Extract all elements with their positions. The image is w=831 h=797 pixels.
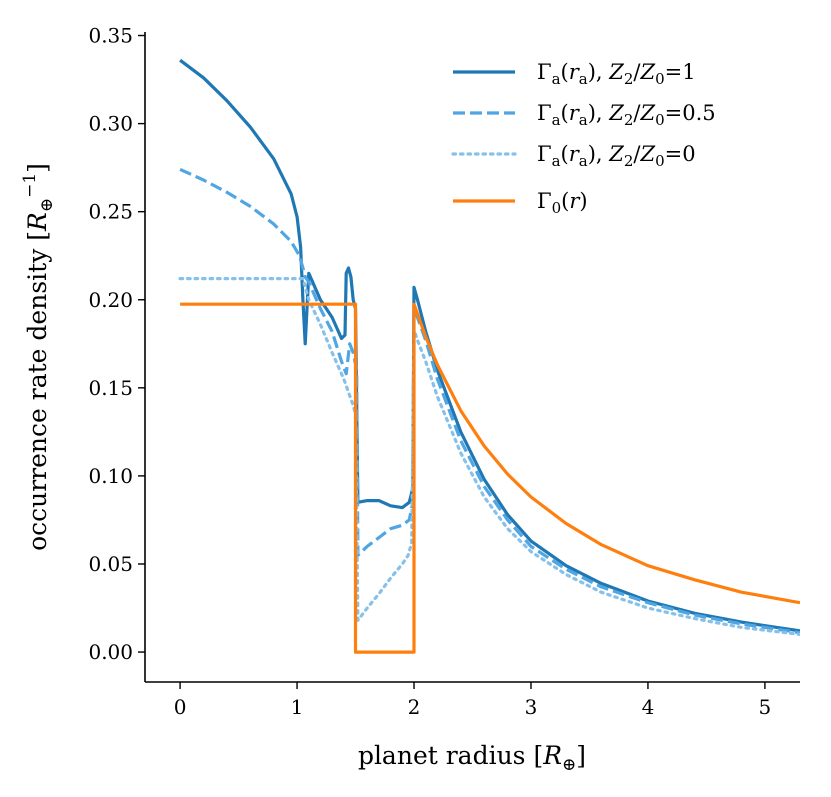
x-tick-label: 5 bbox=[759, 695, 772, 719]
legend-item: Γa(ra), Z2/Z0=0.5 bbox=[453, 101, 716, 129]
series-line-3 bbox=[178, 277, 800, 636]
legend-label: Γa(ra), Z2/Z0=0.5 bbox=[537, 101, 716, 129]
y-tick-label: 0.30 bbox=[88, 112, 133, 136]
x-tick-label: 3 bbox=[525, 695, 538, 719]
x-tick-label: 0 bbox=[174, 695, 187, 719]
series-layer bbox=[178, 58, 800, 654]
series-line-1 bbox=[179, 58, 800, 633]
series-line-2 bbox=[179, 167, 800, 635]
y-tick-label: 0.20 bbox=[88, 288, 133, 312]
ticks-layer: 0 1 2 3 4 5 0.00 0.05 0.10 0.15 0.20 0.25 0.30 0.35 bbox=[88, 24, 771, 719]
legend: Γa(ra), Z2/Z0=1 Γa(ra), Z2/Z0=0.5 Γa(ra)… bbox=[451, 60, 716, 217]
y-tick-label: 0.25 bbox=[88, 200, 133, 224]
x-tick-label: 1 bbox=[291, 695, 304, 719]
x-tick-label: 4 bbox=[642, 695, 655, 719]
y-tick-label: 0.10 bbox=[88, 464, 133, 488]
x-axis-label: planet radius [R⊕] bbox=[358, 741, 586, 775]
y-tick-label: 0.15 bbox=[88, 376, 133, 400]
legend-label: Γ0(r) bbox=[537, 189, 588, 217]
x-tick-label: 2 bbox=[408, 695, 421, 719]
legend-label: Γa(ra), Z2/Z0=1 bbox=[537, 60, 696, 88]
y-tick-label: 0.35 bbox=[88, 24, 133, 48]
legend-item: Γa(ra), Z2/Z0=1 bbox=[453, 60, 696, 88]
axes-layer bbox=[144, 32, 800, 683]
legend-item: Γa(ra), Z2/Z0=0 bbox=[451, 142, 696, 170]
legend-item: Γ0(r) bbox=[453, 189, 588, 217]
y-tick-label: 0.00 bbox=[88, 640, 133, 664]
legend-label: Γa(ra), Z2/Z0=0 bbox=[537, 142, 696, 170]
y-axis-label: occurrence rate density [R⊕−1] bbox=[20, 163, 57, 551]
y-tick-label: 0.05 bbox=[88, 552, 133, 576]
series-line-4 bbox=[180, 302, 800, 654]
